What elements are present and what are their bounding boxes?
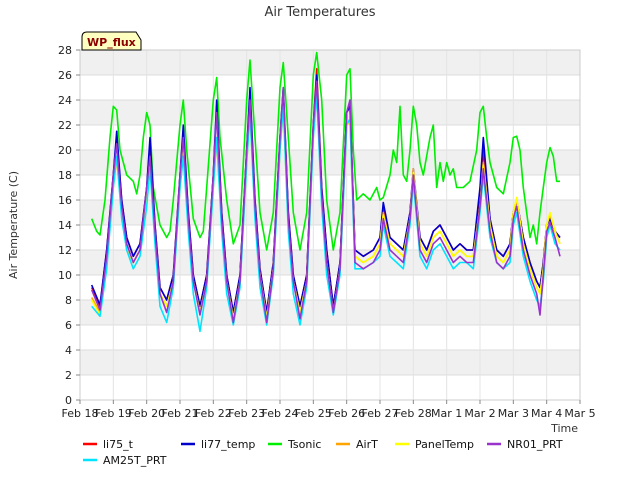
legend-item-NR01_PRT: NR01_PRT bbox=[487, 438, 563, 451]
plot-band bbox=[80, 50, 580, 75]
plot-band bbox=[80, 150, 580, 175]
station-badge-label: WP_flux bbox=[87, 36, 136, 49]
y-tick-label: 8 bbox=[65, 294, 72, 307]
x-tick-label: Mar 4 bbox=[531, 407, 562, 420]
legend-label: li77_temp bbox=[201, 438, 255, 451]
legend-label: NR01_PRT bbox=[507, 438, 563, 451]
x-tick-label: Mar 2 bbox=[464, 407, 495, 420]
x-tick-label: Feb 22 bbox=[195, 407, 232, 420]
legend-label: AM25T_PRT bbox=[103, 454, 167, 467]
x-tick-label: Feb 23 bbox=[228, 407, 265, 420]
y-tick-label: 28 bbox=[58, 44, 72, 57]
series-line-AM25T_PRT bbox=[91, 93, 561, 333]
x-tick-label: Feb 25 bbox=[295, 407, 332, 420]
x-tick-label: Mar 5 bbox=[564, 407, 595, 420]
plot-band bbox=[80, 100, 580, 125]
y-tick-label: 2 bbox=[65, 369, 72, 382]
x-axis-label: Time bbox=[550, 422, 578, 435]
x-tick-label: Mar 1 bbox=[431, 407, 462, 420]
legend-label: AirT bbox=[356, 438, 378, 451]
y-tick-label: 22 bbox=[58, 119, 72, 132]
x-tick-label: Feb 26 bbox=[328, 407, 365, 420]
series-layer bbox=[90, 51, 561, 333]
x-tick-label: Feb 18 bbox=[62, 407, 99, 420]
y-tick-label: 10 bbox=[58, 269, 72, 282]
x-tick-label: Feb 24 bbox=[262, 407, 299, 420]
y-tick-label: 18 bbox=[58, 169, 72, 182]
legend-item-PanelTemp: PanelTemp bbox=[395, 438, 474, 451]
legend-item-Tsonic: Tsonic bbox=[268, 438, 321, 451]
series-line-Tsonic bbox=[90, 51, 560, 251]
y-tick-label: 16 bbox=[58, 194, 72, 207]
y-tick-label: 20 bbox=[58, 144, 72, 157]
y-tick-label: 26 bbox=[58, 69, 72, 82]
y-tick-label: 12 bbox=[58, 244, 72, 257]
y-tick-label: 14 bbox=[58, 219, 72, 232]
x-tick-label: Feb 28 bbox=[395, 407, 432, 420]
y-tick-label: 4 bbox=[65, 344, 72, 357]
legend-label: Tsonic bbox=[287, 438, 321, 451]
station-badge: WP_flux bbox=[81, 31, 142, 51]
plot-band bbox=[80, 350, 580, 375]
x-tick-label: Mar 3 bbox=[498, 407, 529, 420]
y-axis-label: Air Temperature (C) bbox=[7, 171, 20, 279]
legend-item-AirT: AirT bbox=[336, 438, 378, 451]
legend-label: PanelTemp bbox=[415, 438, 474, 451]
chart-title: Air Temperatures bbox=[264, 5, 375, 20]
legend-item-AM25T_PRT: AM25T_PRT bbox=[83, 454, 167, 467]
legend-item-li75_t: li75_t bbox=[83, 438, 134, 451]
legend-label: li75_t bbox=[103, 438, 134, 451]
x-tick-label: Feb 19 bbox=[95, 407, 132, 420]
legend-item-li77_temp: li77_temp bbox=[181, 438, 255, 451]
legend: li75_t li77_temp Tsonic AirT PanelTemp NR01_P… bbox=[83, 438, 563, 467]
x-tick-label: Feb 20 bbox=[128, 407, 165, 420]
y-tick-label: 24 bbox=[58, 94, 72, 107]
y-tick-label: 0 bbox=[65, 394, 72, 407]
plot-band bbox=[80, 300, 580, 325]
series-line-NR01_PRT bbox=[90, 80, 561, 324]
x-tick-label: Feb 21 bbox=[162, 407, 199, 420]
x-tick-label: Feb 27 bbox=[362, 407, 399, 420]
y-tick-label: 6 bbox=[65, 319, 72, 332]
